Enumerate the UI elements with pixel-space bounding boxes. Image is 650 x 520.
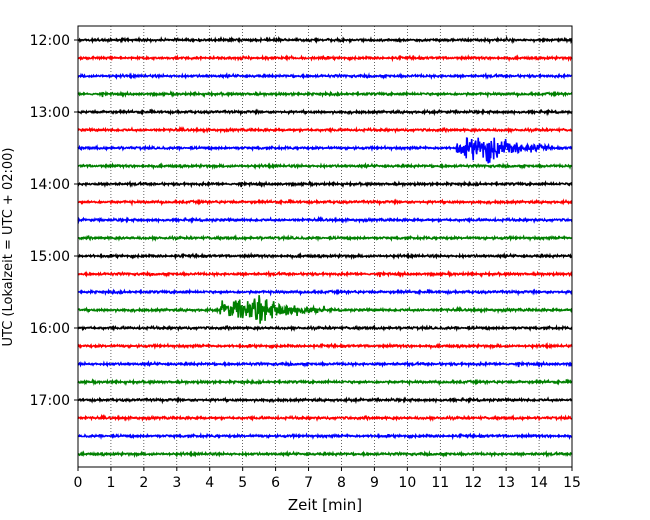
seismogram-traces xyxy=(77,35,573,459)
trace-line xyxy=(77,35,573,45)
y-tick-label: 16:00 xyxy=(30,321,70,337)
y-tick-label: 12:00 xyxy=(30,33,70,49)
x-tick-label: 8 xyxy=(337,475,346,491)
trace-line xyxy=(77,162,573,171)
trace-line xyxy=(77,180,573,189)
trace-line xyxy=(77,450,573,459)
x-tick-label: 15 xyxy=(563,475,581,491)
trace-line xyxy=(77,413,572,422)
y-axis-ticks: 12:00 13:00 14:00 15:00 16:00 17:00 xyxy=(30,33,78,409)
x-tick-label: 6 xyxy=(271,475,280,491)
y-tick-label: 15:00 xyxy=(30,249,70,265)
trace-line xyxy=(77,288,573,297)
x-tick-label: 11 xyxy=(431,475,449,491)
trace-line xyxy=(77,378,573,387)
trace-line xyxy=(77,215,573,225)
y-tick-label: 17:00 xyxy=(30,393,70,409)
trace-line xyxy=(77,54,573,63)
x-tick-label: 3 xyxy=(172,475,181,491)
plot-frame xyxy=(77,25,573,468)
y-axis-label: UTC (Lokalzeit = UTC + 02:00) xyxy=(1,148,16,347)
trace-line xyxy=(77,341,573,351)
x-tick-label: 1 xyxy=(106,475,115,491)
trace-line xyxy=(77,295,573,324)
trace-line xyxy=(77,432,573,441)
x-tick-label: 14 xyxy=(530,475,548,491)
y-tick-label: 14:00 xyxy=(30,177,70,193)
x-tick-label: 7 xyxy=(304,475,313,491)
x-axis-label: Zeit [min] xyxy=(288,496,362,514)
x-tick-label: 5 xyxy=(238,475,247,491)
trace-line xyxy=(77,324,573,332)
trace-line xyxy=(77,137,573,164)
x-tick-label: 0 xyxy=(74,475,83,491)
trace-line xyxy=(77,72,573,81)
trace-line xyxy=(77,198,573,207)
x-tick-label: 10 xyxy=(398,475,416,491)
trace-line xyxy=(77,125,573,134)
trace-line xyxy=(77,396,573,405)
x-tick-label: 2 xyxy=(139,475,148,491)
trace-line xyxy=(77,269,573,279)
trace-line xyxy=(78,251,573,261)
x-axis-ticks: 0 1 2 3 4 5 6 7 8 9 10 11 12 13 14 15 xyxy=(74,467,581,491)
x-tick-label: 9 xyxy=(370,475,379,491)
trace-line xyxy=(77,90,573,99)
x-tick-label: 4 xyxy=(205,475,214,491)
trace-line xyxy=(77,234,573,242)
trace-line xyxy=(77,360,573,369)
x-tick-label: 12 xyxy=(464,475,482,491)
x-tick-label: 13 xyxy=(497,475,515,491)
y-tick-label: 13:00 xyxy=(30,105,70,121)
trace-line xyxy=(77,108,573,117)
